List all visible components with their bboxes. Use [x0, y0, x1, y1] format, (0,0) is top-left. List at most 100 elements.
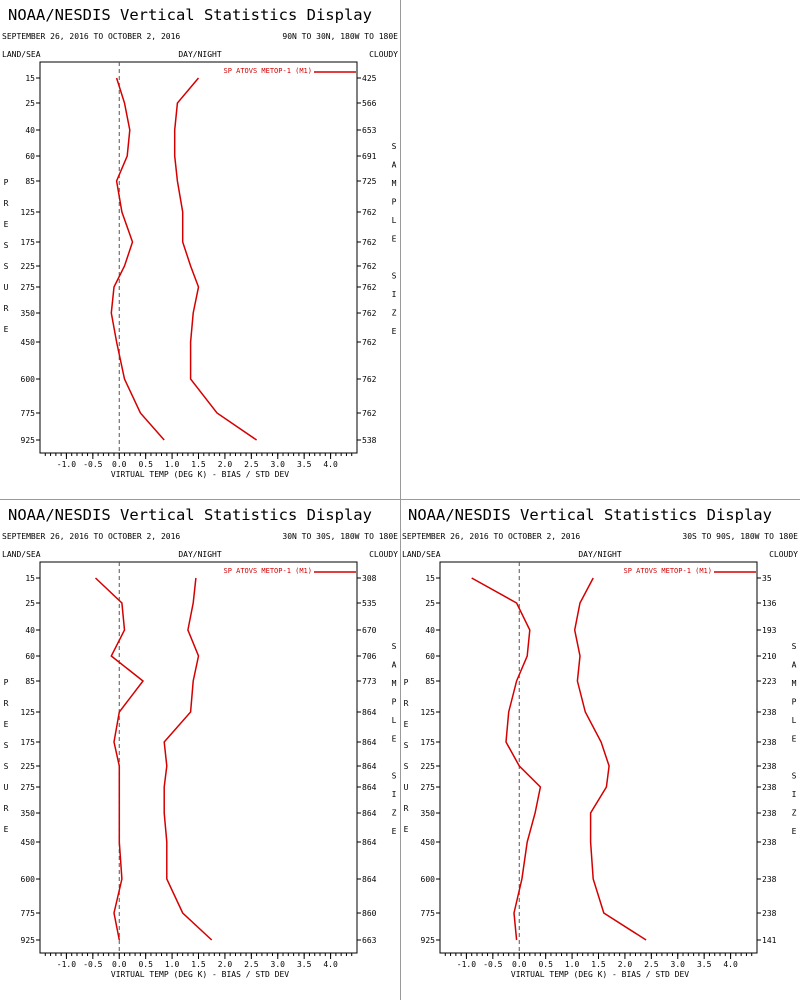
pressure-axis-letter: R: [4, 304, 9, 313]
pressure-level-label: 60: [25, 152, 35, 161]
pressure-level-label: 275: [21, 283, 36, 292]
sample-size-axis-letter: M: [392, 179, 397, 188]
pressure-axis-letter: E: [4, 325, 9, 334]
sample-size-label: 308: [362, 574, 377, 583]
sample-size-axis-letter: A: [392, 661, 397, 670]
panel-divider-horizontal: [0, 499, 800, 500]
empty-panel: [400, 0, 800, 500]
pressure-axis-letter: R: [4, 699, 9, 708]
sample-size-label: 864: [362, 762, 377, 771]
pressure-level-label: 85: [25, 177, 35, 186]
pressure-level-label: 15: [425, 574, 435, 583]
pressure-level-label: 350: [21, 809, 36, 818]
x-tick-label: 0.0: [512, 960, 527, 969]
sample-size-label: 864: [362, 708, 377, 717]
sample-size-label: 773: [362, 677, 377, 686]
sample-size-axis-letter: E: [392, 327, 397, 336]
sample-size-axis-letter: S: [792, 642, 797, 651]
sample-size-label: 725: [362, 177, 377, 186]
pressure-axis-letter: S: [4, 741, 9, 750]
x-tick-label: 3.5: [297, 960, 312, 969]
x-tick-label: 2.0: [618, 960, 633, 969]
pressure-level-label: 40: [425, 626, 435, 635]
x-tick-label: 0.0: [112, 960, 127, 969]
x-tick-label: 4.0: [323, 960, 338, 969]
sample-size-axis-letter: S: [792, 772, 797, 781]
x-tick-label: 2.0: [218, 460, 233, 469]
sample-size-label: 238: [762, 708, 777, 717]
sample-size-axis-letter: S: [392, 142, 397, 151]
date-range: SEPTEMBER 26, 2016 TO OCTOBER 2, 2016: [402, 532, 580, 541]
pressure-level-label: 450: [21, 838, 36, 847]
pressure-axis-letter: E: [4, 720, 9, 729]
sample-size-label: 238: [762, 762, 777, 771]
sample-size-label: 136: [762, 599, 777, 608]
pressure-axis-letter: P: [404, 678, 409, 687]
region-label: 90N TO 30N, 180W TO 180E: [282, 32, 398, 41]
pressure-level-label: 15: [25, 74, 35, 83]
std-dev-series-line: [573, 577, 647, 941]
legend-label: SP ATOVS METOP-1 (M1): [223, 567, 312, 575]
sample-size-axis-letter: E: [792, 735, 797, 744]
sample-size-label: 238: [762, 909, 777, 918]
pressure-axis-letter: E: [4, 825, 9, 834]
sample-size-label: 762: [362, 238, 377, 247]
pressure-level-label: 225: [421, 762, 436, 771]
region-label: 30S TO 90S, 180W TO 180E: [682, 532, 798, 541]
x-tick-label: 0.5: [138, 960, 153, 969]
pressure-level-label: 275: [21, 783, 36, 792]
day-night-label: DAY/NIGHT: [578, 550, 622, 559]
bias-series-line: [471, 577, 542, 941]
sample-size-label: 762: [362, 208, 377, 217]
sample-size-label: 210: [762, 652, 777, 661]
x-tick-label: 2.0: [218, 960, 233, 969]
pressure-level-label: 175: [21, 238, 36, 247]
land-sea-label: LAND/SEA: [2, 50, 41, 59]
land-sea-label: LAND/SEA: [2, 550, 41, 559]
x-tick-label: -1.0: [457, 960, 476, 969]
sample-size-label: 762: [362, 309, 377, 318]
x-tick-label: 1.5: [191, 960, 206, 969]
sample-size-label: 653: [362, 126, 377, 135]
sample-size-label: 538: [362, 436, 377, 445]
sample-size-axis-letter: E: [392, 827, 397, 836]
pressure-level-label: 85: [425, 677, 435, 686]
sample-size-label: 864: [362, 838, 377, 847]
sample-size-label: 238: [762, 875, 777, 884]
sample-size-axis-letter: P: [792, 698, 797, 707]
sample-size-label: 535: [362, 599, 377, 608]
pressure-level-label: 60: [425, 652, 435, 661]
pressure-level-label: 25: [25, 599, 35, 608]
pressure-axis-letter: R: [404, 804, 409, 813]
sample-size-label: 670: [362, 626, 377, 635]
sample-size-label: 762: [362, 283, 377, 292]
sample-size-label: 691: [362, 152, 377, 161]
x-tick-label: 1.0: [565, 960, 580, 969]
x-tick-label: 0.0: [112, 460, 127, 469]
pressure-level-label: 600: [21, 375, 36, 384]
day-night-label: DAY/NIGHT: [178, 550, 222, 559]
sample-size-label: 223: [762, 677, 777, 686]
sample-size-label: 238: [762, 809, 777, 818]
land-sea-label: LAND/SEA: [402, 550, 441, 559]
x-tick-label: 1.0: [165, 960, 180, 969]
x-tick-label: 3.5: [697, 960, 712, 969]
sample-size-label: 35: [762, 574, 772, 583]
pressure-axis-letter: U: [4, 783, 9, 792]
sample-size-label: 762: [362, 262, 377, 271]
x-tick-label: 3.0: [671, 960, 686, 969]
pressure-axis-letter: E: [4, 220, 9, 229]
sample-size-label: 864: [362, 738, 377, 747]
x-axis-label: VIRTUAL TEMP (DEG K) - BIAS / STD DEV: [111, 470, 289, 479]
pressure-axis-letter: P: [4, 678, 9, 687]
pressure-axis-letter: R: [4, 199, 9, 208]
sample-size-axis-letter: I: [392, 790, 397, 799]
sample-size-label: 762: [362, 375, 377, 384]
stats-panel-30n-30s: NOAA/NESDIS Vertical Statistics Display S…: [0, 500, 400, 1000]
cloudy-label: CLOUDY: [769, 550, 798, 559]
day-night-label: DAY/NIGHT: [178, 50, 222, 59]
x-tick-label: -0.5: [483, 960, 502, 969]
pressure-level-label: 175: [21, 738, 36, 747]
x-axis-label: VIRTUAL TEMP (DEG K) - BIAS / STD DEV: [111, 970, 289, 979]
pressure-level-label: 275: [421, 783, 436, 792]
